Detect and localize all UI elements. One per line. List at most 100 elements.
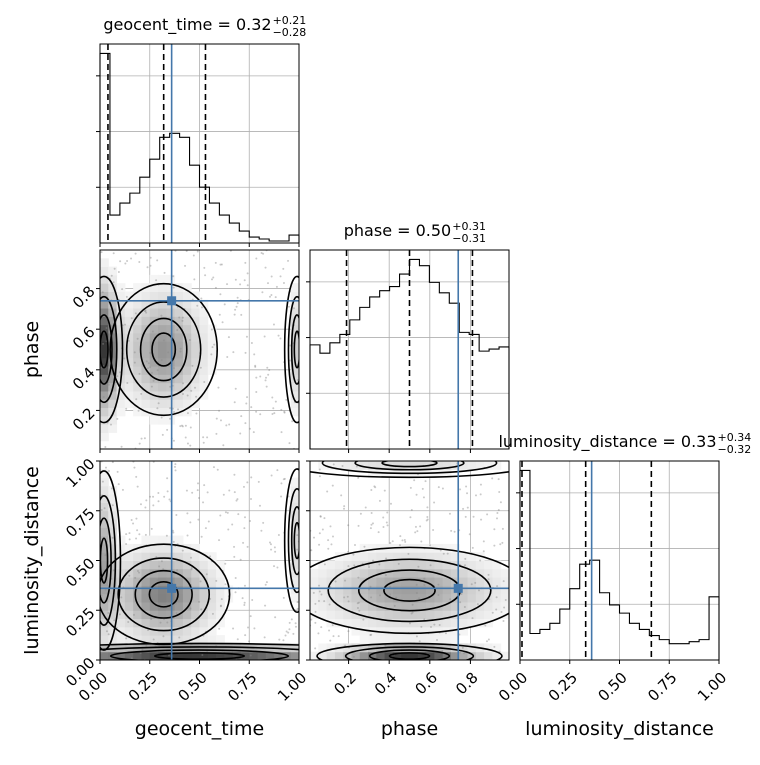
joint-phase-vs-luminosity_distance-sample-point [343, 505, 346, 508]
joint-geocent_time-vs-luminosity_distance-sample-point [116, 470, 119, 473]
joint-geocent_time-vs-phase-sample-point [145, 311, 148, 314]
joint-geocent_time-vs-luminosity_distance-sample-point [243, 584, 246, 587]
joint-geocent_time-vs-phase-contour [293, 330, 299, 369]
joint-phase-vs-luminosity_distance-density-cell [442, 577, 452, 586]
joint-geocent_time-vs-luminosity_distance-sample-point [162, 568, 165, 571]
joint-geocent_time-vs-luminosity_distance-density-cell [100, 469, 109, 479]
joint-phase-vs-luminosity_distance-sample-point [423, 577, 426, 580]
joint-geocent_time-vs-luminosity_distance-sample-point [257, 480, 260, 483]
joint-geocent_time-vs-luminosity_distance-density-cell [124, 568, 134, 578]
joint-phase-vs-luminosity_distance-density-cell [467, 560, 477, 570]
joint-geocent_time-vs-phase-density-cell [133, 299, 142, 309]
joint-phase-vs-luminosity_distance-sample-point [334, 580, 337, 583]
joint-phase-vs-luminosity_distance-density-cell [401, 585, 410, 595]
joint-geocent_time-vs-luminosity_distance-density-cell [182, 593, 192, 603]
joint-phase-vs-luminosity_distance-density-cell [475, 618, 485, 628]
joint-geocent_time-vs-luminosity_distance-sample-point [284, 634, 287, 637]
joint-phase-vs-luminosity_distance-sample-point [465, 485, 468, 488]
joint-geocent_time-vs-luminosity_distance-density-cell [124, 635, 134, 644]
joint-phase-vs-luminosity_distance-sample-point [464, 515, 467, 518]
joint-geocent_time-vs-luminosity_distance-density-cell [207, 651, 217, 660]
joint-geocent_time-vs-luminosity_distance-density-cell [199, 601, 209, 611]
joint-geocent_time-vs-phase-sample-point [279, 337, 282, 340]
joint-geocent_time-vs-phase-sample-point [124, 262, 127, 265]
joint-phase-vs-luminosity_distance-density-cell [401, 635, 410, 644]
xtick-label-phase-1: 0.4 [371, 669, 401, 699]
joint-geocent_time-vs-phase-sample-point [272, 407, 275, 410]
joint-geocent_time-vs-luminosity_distance-sample-point [135, 517, 138, 520]
joint-geocent_time-vs-phase-sample-point [264, 266, 267, 269]
joint-phase-vs-luminosity_distance-sample-point [323, 517, 326, 520]
joint-geocent_time-vs-phase-density-cell [133, 332, 142, 342]
joint-geocent_time-vs-luminosity_distance-sample-point [233, 545, 236, 548]
joint-geocent_time-vs-luminosity_distance-density-cell [141, 535, 151, 545]
joint-geocent_time-vs-luminosity_distance-sample-point [276, 469, 279, 472]
joint-geocent_time-vs-phase-density-cell [174, 366, 184, 375]
joint-phase-vs-luminosity_distance-density-cell [401, 543, 410, 553]
joint-geocent_time-vs-phase-sample-point [219, 263, 222, 266]
joint-geocent_time-vs-luminosity_distance-density-cell [290, 643, 299, 653]
joint-geocent_time-vs-phase-sample-point [179, 347, 182, 350]
joint-phase-vs-luminosity_distance-density-cell [343, 643, 352, 653]
joint-phase-vs-luminosity_distance-density-cell [401, 552, 410, 561]
joint-geocent_time-vs-phase-sample-point [245, 335, 248, 338]
joint-geocent_time-vs-luminosity_distance-density-cell [199, 593, 209, 603]
joint-phase-vs-luminosity_distance-density-cell [484, 651, 493, 660]
title-geocent_time: geocent_time = 0.32 [103, 15, 271, 35]
joint-geocent_time-vs-luminosity_distance-density-cell [199, 568, 209, 578]
joint-geocent_time-vs-phase-sample-point [138, 260, 141, 263]
joint-phase-vs-luminosity_distance-sample-point [485, 640, 488, 643]
joint-phase-vs-luminosity_distance-sample-point [357, 576, 360, 579]
joint-phase-vs-luminosity_distance-sample-point [415, 591, 418, 594]
joint-geocent_time-vs-luminosity_distance-sample-point [224, 511, 227, 514]
joint-geocent_time-vs-phase-density-cell [149, 366, 159, 375]
joint-phase-vs-luminosity_distance-sample-point [415, 493, 418, 496]
joint-geocent_time-vs-phase-density-cell [158, 274, 167, 284]
joint-geocent_time-vs-phase-density-cell [174, 316, 184, 326]
joint-geocent_time-vs-luminosity_distance-sample-point [157, 491, 160, 494]
joint-geocent_time-vs-phase-density-cell [116, 332, 126, 342]
joint-phase-vs-luminosity_distance-density-cell [442, 560, 452, 570]
joint-geocent_time-vs-phase-sample-point [191, 364, 194, 367]
joint-geocent_time-vs-phase-density-cell [100, 382, 109, 392]
joint-geocent_time-vs-phase-density-cell [108, 357, 118, 367]
joint-geocent_time-vs-phase-sample-point [156, 369, 159, 372]
joint-phase-vs-luminosity_distance-sample-point [426, 518, 429, 521]
joint-geocent_time-vs-luminosity_distance-density-cell [100, 651, 109, 660]
joint-geocent_time-vs-phase-sample-point [265, 376, 268, 379]
joint-geocent_time-vs-luminosity_distance-sample-point [227, 528, 230, 531]
joint-geocent_time-vs-luminosity_distance-density-cell [182, 635, 192, 644]
joint-phase-vs-luminosity_distance-density-cell [409, 651, 419, 660]
joint-geocent_time-vs-luminosity_distance-sample-point [233, 555, 236, 558]
joint-geocent_time-vs-luminosity_distance-density-cell [149, 626, 159, 636]
joint-geocent_time-vs-luminosity_distance-density-cell [199, 552, 209, 561]
joint-phase-vs-luminosity_distance-sample-point [352, 655, 355, 658]
joint-phase-vs-luminosity_distance-density-cell [459, 585, 469, 595]
joint-phase-vs-luminosity_distance-density-cell [334, 568, 344, 578]
joint-geocent_time-vs-luminosity_distance-density-cell [108, 651, 118, 660]
joint-phase-vs-luminosity_distance-contour [383, 578, 436, 602]
joint-phase-vs-luminosity_distance-density-cell [384, 626, 394, 636]
joint-geocent_time-vs-luminosity_distance-sample-point [200, 535, 203, 538]
joint-phase-vs-luminosity_distance-density-cell [343, 552, 352, 561]
joint-geocent_time-vs-luminosity_distance-density-cell [100, 601, 109, 611]
joint-phase-vs-luminosity_distance-density-cell [401, 461, 410, 470]
joint-phase-vs-luminosity_distance-density-cell [359, 543, 369, 553]
joint-phase-vs-luminosity_distance-sample-point [493, 645, 496, 648]
joint-phase-vs-luminosity_distance-density-cell [326, 610, 336, 620]
joint-geocent_time-vs-phase-sample-point [218, 313, 221, 316]
joint-geocent_time-vs-luminosity_distance-density-cell [124, 593, 134, 603]
joint-geocent_time-vs-luminosity_distance-sample-point [107, 633, 110, 636]
joint-geocent_time-vs-phase-density-cell [174, 374, 184, 384]
joint-phase-vs-luminosity_distance-sample-point [403, 538, 406, 541]
joint-geocent_time-vs-phase-density-cell [149, 382, 159, 392]
joint-phase-vs-luminosity_distance-density-cell [442, 593, 452, 603]
joint-geocent_time-vs-luminosity_distance-sample-point [111, 536, 114, 539]
joint-geocent_time-vs-luminosity_distance-contour [100, 517, 112, 604]
joint-geocent_time-vs-phase-density-cell [290, 407, 299, 417]
joint-geocent_time-vs-luminosity_distance-sample-point [282, 596, 285, 599]
joint-geocent_time-vs-phase-sample-point [228, 423, 231, 426]
joint-geocent_time-vs-luminosity_distance-density-cell [149, 618, 159, 628]
joint-geocent_time-vs-luminosity_distance-sample-point [277, 534, 280, 537]
